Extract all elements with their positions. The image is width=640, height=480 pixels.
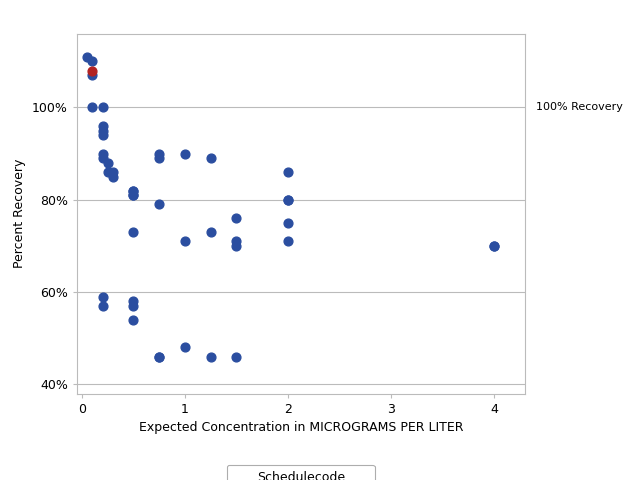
4433 [283, 196, 293, 204]
4433 [180, 344, 190, 351]
4433 [102, 159, 113, 167]
4433 [231, 238, 241, 245]
4433 [283, 238, 293, 245]
4433 [97, 293, 108, 300]
4433 [231, 242, 241, 250]
4433 [489, 242, 499, 250]
X-axis label: Expected Concentration in MICROGRAMS PER LITER: Expected Concentration in MICROGRAMS PER… [138, 421, 463, 434]
4433 [102, 168, 113, 176]
4433 [97, 122, 108, 130]
4433 [205, 228, 216, 236]
4433 [129, 187, 139, 194]
4433 [129, 192, 139, 199]
4433 [283, 219, 293, 227]
4433 [154, 155, 164, 162]
4433 [108, 168, 118, 176]
4433 [82, 53, 92, 60]
4433 [489, 242, 499, 250]
4433 [154, 353, 164, 360]
4433 [205, 353, 216, 360]
4433 [205, 155, 216, 162]
4433 [283, 196, 293, 204]
4433 [129, 316, 139, 324]
4433 [154, 353, 164, 360]
4433 [154, 150, 164, 157]
4433 [283, 168, 293, 176]
4433 [129, 187, 139, 194]
4433 [129, 192, 139, 199]
4433 [97, 104, 108, 111]
4433 [129, 228, 139, 236]
4433 [129, 298, 139, 305]
4433 [129, 302, 139, 310]
4433 [231, 353, 241, 360]
4433 [108, 173, 118, 180]
4433 [180, 150, 190, 157]
4433 [87, 104, 97, 111]
4433 [97, 132, 108, 139]
2437 [87, 67, 97, 74]
4433 [231, 215, 241, 222]
4433 [180, 238, 190, 245]
Legend: 4433, 2437: 4433, 2437 [227, 465, 375, 480]
4433 [87, 72, 97, 79]
4433 [87, 58, 97, 65]
4433 [97, 302, 108, 310]
4433 [97, 150, 108, 157]
4433 [97, 127, 108, 134]
4433 [154, 201, 164, 208]
4433 [97, 155, 108, 162]
Text: 100% Recovery: 100% Recovery [536, 102, 623, 112]
Y-axis label: Percent Recovery: Percent Recovery [13, 159, 26, 268]
